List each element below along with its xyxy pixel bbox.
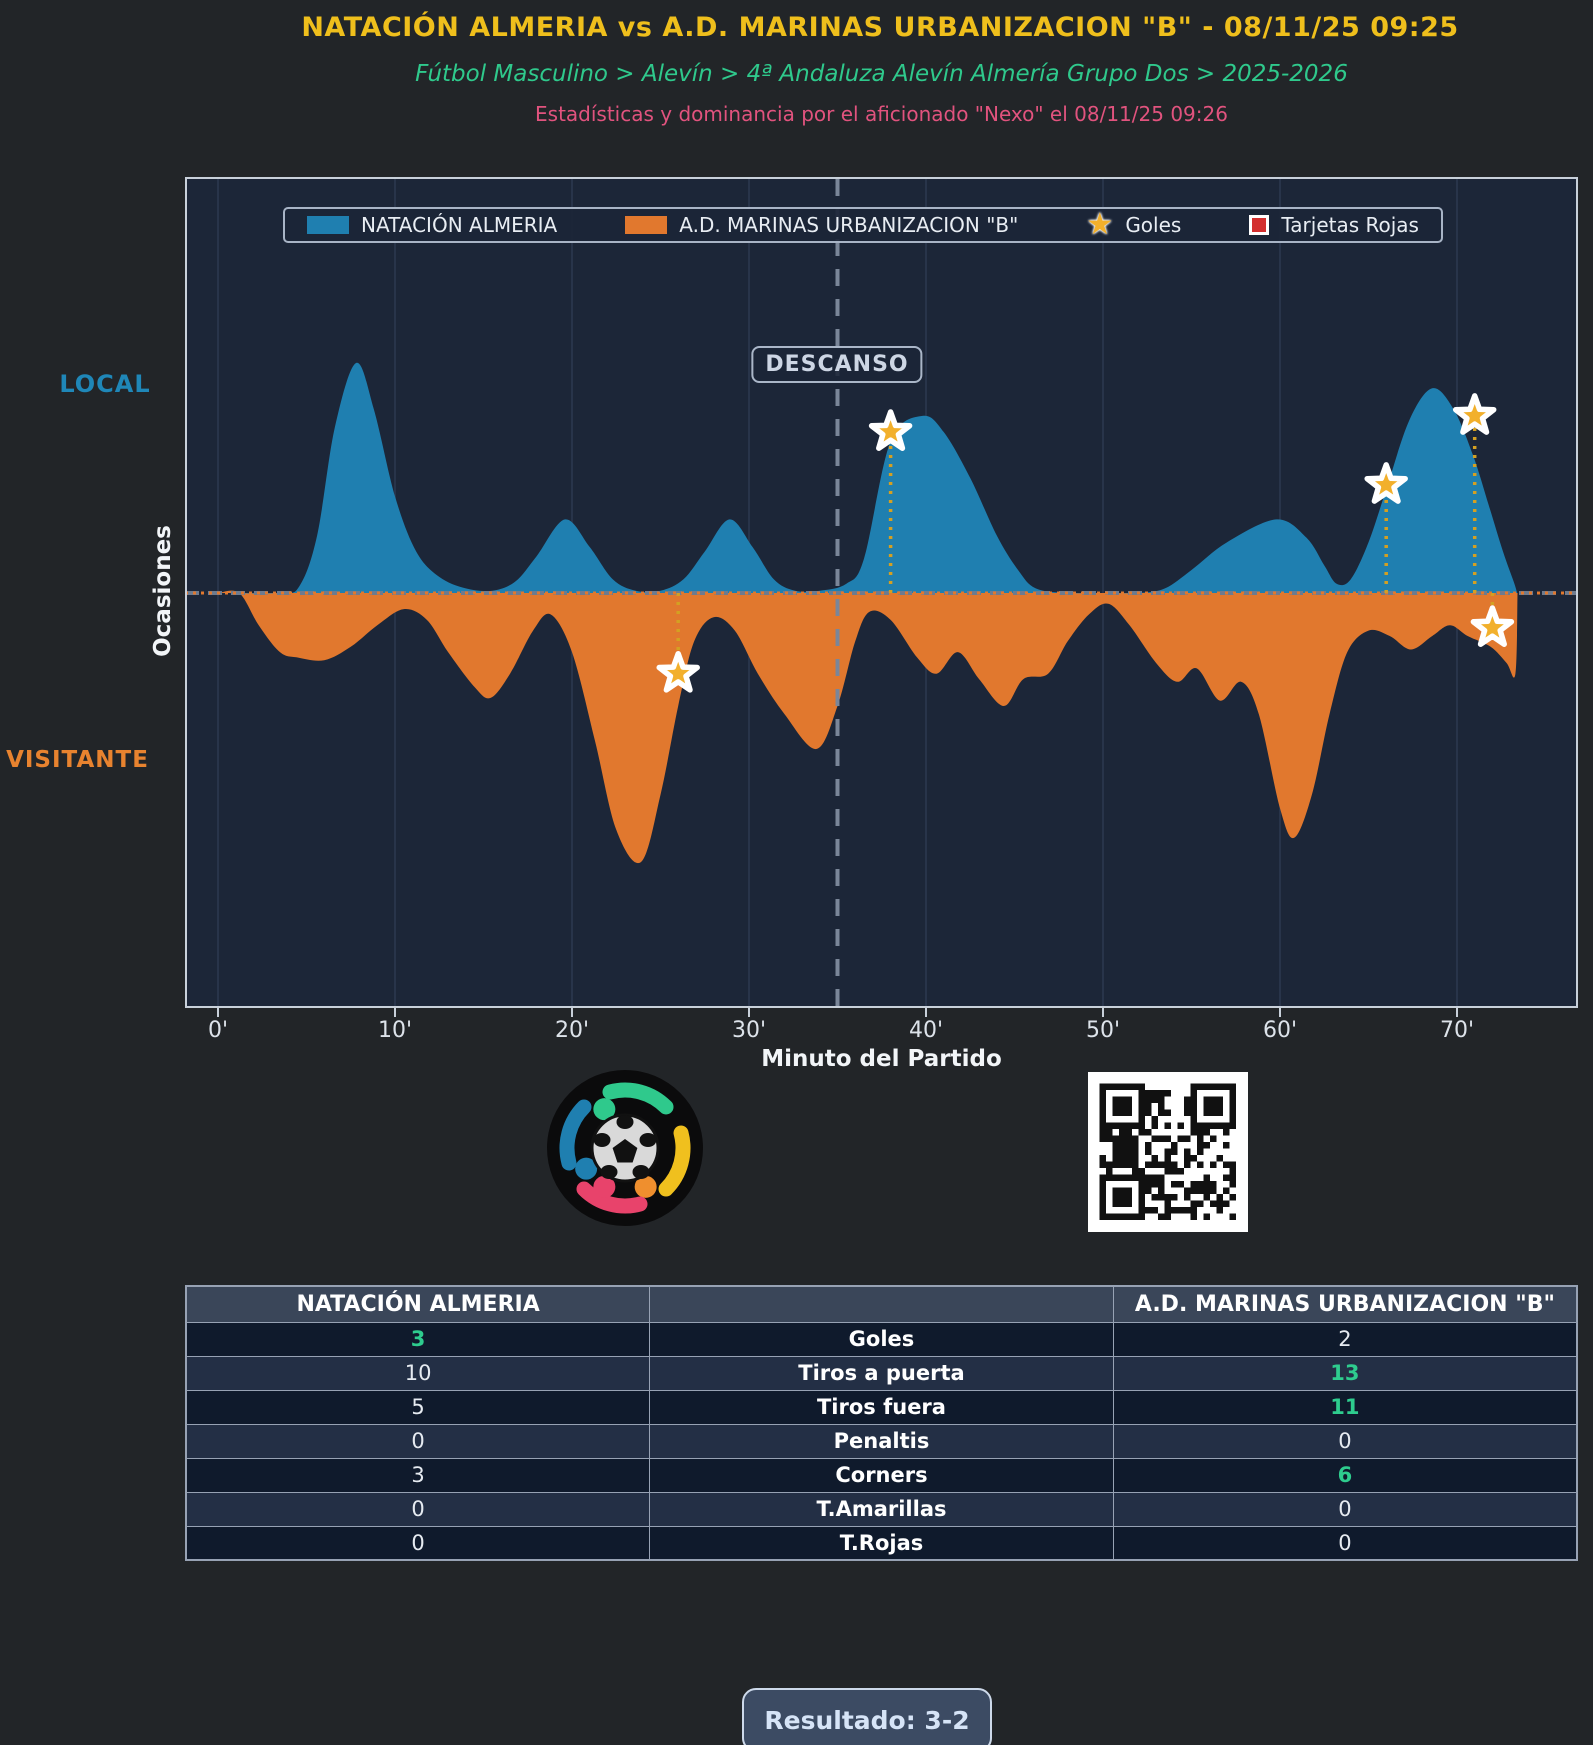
stats-column-header bbox=[649, 1285, 1114, 1323]
legend-red-cards-label: Tarjetas Rojas bbox=[1281, 213, 1419, 237]
x-tick-label: 60' bbox=[1262, 1018, 1298, 1043]
home-stat-value: 0 bbox=[185, 1491, 651, 1527]
home-color-swatch bbox=[307, 216, 349, 234]
stats-table-header: NATACIÓN ALMERIA A.D. MARINAS URBANIZACIO… bbox=[185, 1285, 1578, 1323]
home-stat-value: 0 bbox=[185, 1423, 651, 1459]
result-label: Resultado: 3-2 bbox=[764, 1705, 970, 1735]
legend-red-cards: Tarjetas Rojas bbox=[1249, 213, 1419, 237]
halftime-badge: DESCANSO bbox=[751, 346, 923, 383]
legend-goals: ★ Goles bbox=[1086, 207, 1182, 242]
away-stat-value: 2 bbox=[1112, 1321, 1578, 1357]
home-stat-value: 0 bbox=[185, 1525, 651, 1561]
home-stat-value: 3 bbox=[185, 1457, 651, 1493]
stats-row: 0 Penaltis 0 bbox=[185, 1423, 1578, 1459]
home-stat-value: 10 bbox=[185, 1355, 651, 1391]
stats-row: 10 Tiros a puerta 13 bbox=[185, 1355, 1578, 1391]
goal-star-icon bbox=[868, 409, 913, 451]
stat-name: T.Rojas bbox=[649, 1525, 1114, 1561]
stats-row: 5 Tiros fuera 11 bbox=[185, 1389, 1578, 1425]
stats-table: NATACIÓN ALMERIA A.D. MARINAS URBANIZACIO… bbox=[185, 1285, 1578, 1561]
stats-column-header: A.D. MARINAS URBANIZACION "B" bbox=[1112, 1285, 1578, 1323]
away-stat-value: 6 bbox=[1112, 1457, 1578, 1493]
away-area bbox=[218, 590, 1518, 864]
x-tick-label: 10' bbox=[377, 1018, 413, 1043]
legend-goals-label: Goles bbox=[1125, 213, 1182, 237]
stat-name: Tiros a puerta bbox=[649, 1355, 1114, 1391]
stat-name: T.Amarillas bbox=[649, 1491, 1114, 1527]
goal-star-icon bbox=[1470, 605, 1515, 647]
legend-home-label: NATACIÓN ALMERIA bbox=[361, 213, 558, 237]
goal-star-icon: ★ bbox=[1086, 207, 1114, 242]
stat-name: Penaltis bbox=[649, 1423, 1114, 1459]
stat-name: Goles bbox=[649, 1321, 1114, 1357]
goal-star-icon bbox=[1452, 393, 1497, 435]
legend-home: NATACIÓN ALMERIA bbox=[307, 213, 557, 237]
byline: Estadísticas y dominancia por el aficion… bbox=[535, 102, 1228, 126]
stat-name: Tiros fuera bbox=[649, 1389, 1114, 1425]
y-axis-label: Ocasiones bbox=[150, 525, 176, 657]
page-title: NATACIÓN ALMERIA vs A.D. MARINAS URBANIZ… bbox=[301, 12, 1459, 43]
away-color-swatch bbox=[625, 216, 668, 234]
qr-code bbox=[1088, 1072, 1248, 1232]
stats-row: 3 Corners 6 bbox=[185, 1457, 1578, 1493]
x-tick-label: 30' bbox=[731, 1018, 767, 1043]
home-stat-value: 5 bbox=[185, 1389, 651, 1425]
goal-star-icon bbox=[1364, 462, 1408, 504]
league-logo bbox=[547, 1070, 703, 1226]
x-axis-label: Minuto del Partido bbox=[761, 1046, 1002, 1072]
home-area bbox=[218, 362, 1518, 594]
away-side-label: VISITANTE bbox=[6, 747, 149, 773]
chart-legend: NATACIÓN ALMERIA A.D. MARINAS URBANIZACI… bbox=[283, 207, 1443, 243]
x-tick-label: 70' bbox=[1439, 1018, 1475, 1043]
legend-away: A.D. MARINAS URBANIZACION "B" bbox=[625, 213, 1018, 237]
x-tick-label: 20' bbox=[554, 1018, 590, 1043]
red-card-icon bbox=[1249, 215, 1270, 235]
away-stat-value: 11 bbox=[1112, 1389, 1578, 1425]
goal-star-icon bbox=[656, 650, 700, 693]
breadcrumb: Fútbol Masculino > Alevín > 4ª Andaluza … bbox=[415, 61, 1348, 87]
home-side-label: LOCAL bbox=[59, 370, 151, 398]
legend-away-label: A.D. MARINAS URBANIZACION "B" bbox=[679, 213, 1019, 237]
x-tick-label: 0' bbox=[207, 1018, 229, 1043]
stats-column-header: NATACIÓN ALMERIA bbox=[185, 1285, 651, 1323]
result-button[interactable]: Resultado: 3-2 bbox=[742, 1688, 992, 1745]
away-stat-value: 0 bbox=[1112, 1525, 1578, 1561]
x-tick-label: 40' bbox=[908, 1018, 944, 1043]
away-stat-value: 0 bbox=[1112, 1491, 1578, 1527]
stats-row: 0 T.Rojas 0 bbox=[185, 1525, 1578, 1561]
home-stat-value: 3 bbox=[185, 1321, 651, 1357]
away-stat-value: 0 bbox=[1112, 1423, 1578, 1459]
stats-row: 0 T.Amarillas 0 bbox=[185, 1491, 1578, 1527]
stats-row: 3 Goles 2 bbox=[185, 1321, 1578, 1357]
stat-name: Corners bbox=[649, 1457, 1114, 1493]
away-stat-value: 13 bbox=[1112, 1355, 1578, 1391]
x-tick-label: 50' bbox=[1085, 1018, 1121, 1043]
dominance-chart bbox=[185, 177, 1578, 1017]
